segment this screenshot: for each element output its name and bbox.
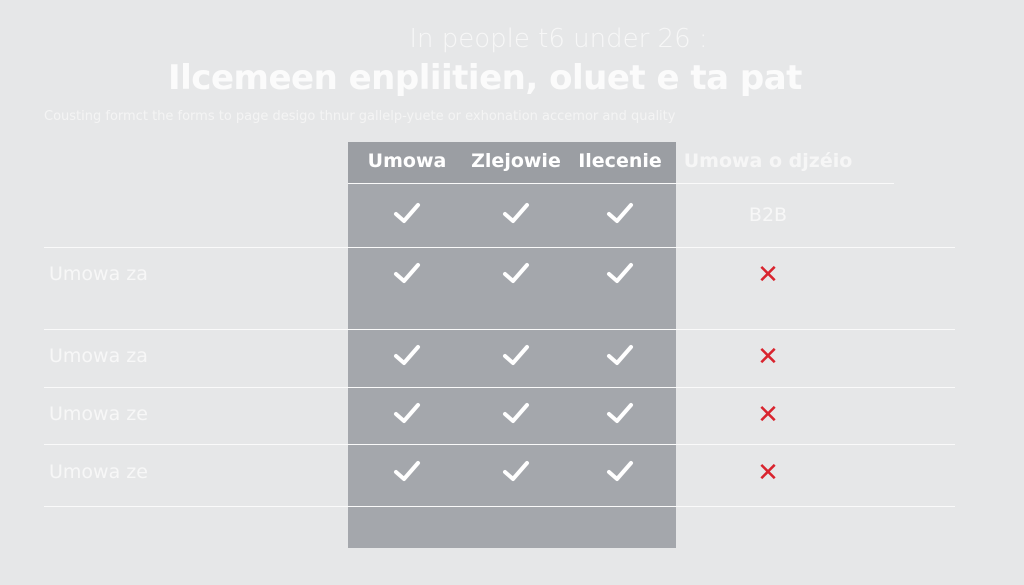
row-divider	[44, 444, 955, 445]
column-header: Umowa o djzéio	[683, 150, 853, 172]
cross-icon: ✕	[757, 458, 779, 488]
check-icon	[387, 342, 427, 372]
check-icon	[387, 260, 427, 290]
check-icon	[600, 200, 640, 230]
check-icon	[600, 400, 640, 430]
highlight-header-band	[348, 142, 676, 183]
row-label: Umowa ze	[49, 461, 148, 483]
row-label: Umowa za	[49, 345, 148, 367]
subtitle: Cousting formct the forms to page desigo…	[44, 109, 676, 124]
check-icon	[496, 200, 536, 230]
check-icon	[387, 400, 427, 430]
check-icon	[600, 260, 640, 290]
check-icon	[600, 342, 640, 372]
cell-text: B2B	[748, 204, 788, 226]
check-icon	[496, 260, 536, 290]
row-divider	[44, 247, 955, 248]
row-label: Umowa za	[49, 263, 148, 285]
check-icon	[496, 458, 536, 488]
column-header: Umowa	[367, 150, 447, 172]
row-divider	[676, 183, 894, 184]
check-icon	[387, 200, 427, 230]
cross-icon: ✕	[757, 260, 779, 290]
row-divider	[44, 506, 955, 507]
page-title: Ilcemeen enpliitien, oluet e ta pat	[168, 58, 802, 98]
column-header: Ilecenie	[578, 150, 662, 172]
check-icon	[387, 458, 427, 488]
cross-icon: ✕	[757, 342, 779, 372]
row-divider	[44, 329, 955, 330]
row-divider	[348, 183, 676, 184]
column-header: Zlejowie	[471, 150, 561, 172]
supertitle: In people t6 under 26 :	[409, 24, 708, 54]
row-label: Umowa ze	[49, 403, 148, 425]
check-icon	[600, 458, 640, 488]
cross-icon: ✕	[757, 400, 779, 430]
check-icon	[496, 342, 536, 372]
check-icon	[496, 400, 536, 430]
row-divider	[44, 387, 955, 388]
